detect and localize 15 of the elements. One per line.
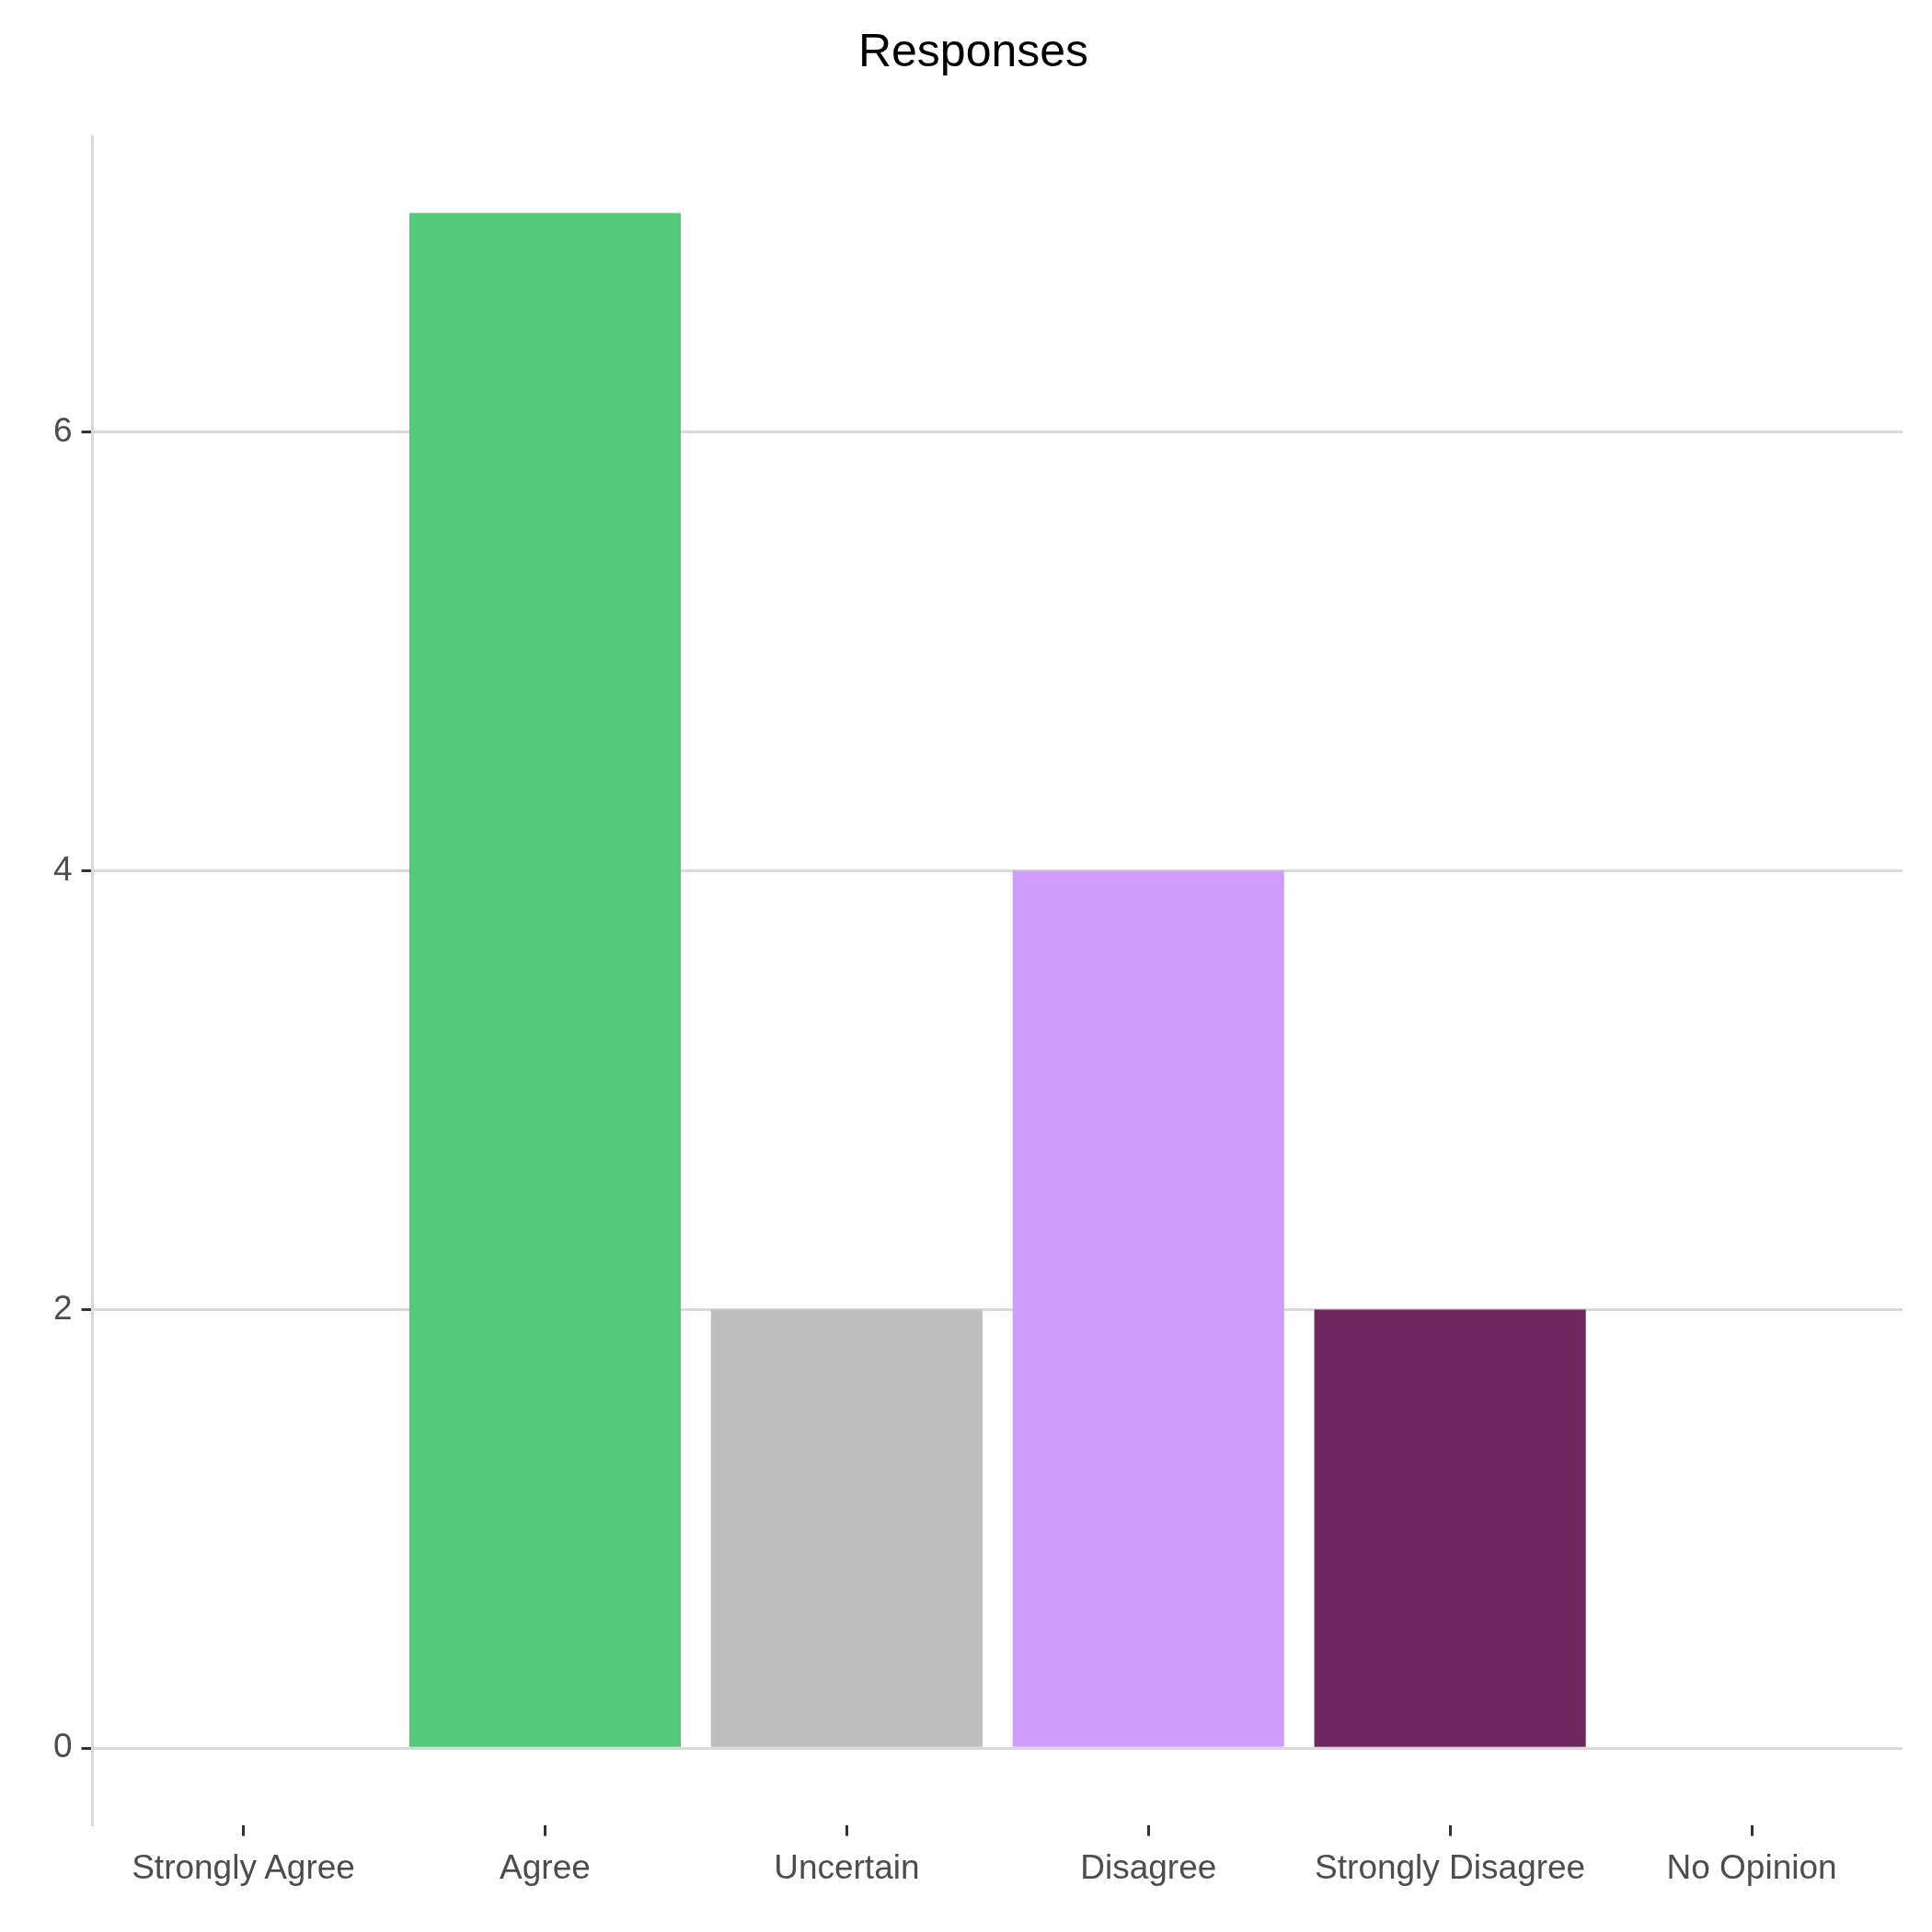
- x-tick-label: Uncertain: [774, 1848, 920, 1886]
- bar: [408, 213, 681, 1747]
- x-tick-label: Strongly Disagree: [1315, 1848, 1586, 1886]
- y-tick-label: 0: [53, 1727, 73, 1765]
- y-tick-label: 2: [53, 1288, 73, 1327]
- x-tick-label: Strongly Agree: [132, 1848, 355, 1886]
- chart-title: Responses: [857, 24, 1089, 76]
- x-tick-label: Agree: [500, 1848, 591, 1886]
- bar: [1012, 870, 1284, 1747]
- y-tick-label: 4: [53, 849, 73, 888]
- x-tick-label: Disagree: [1080, 1848, 1217, 1886]
- y-tick-label: 6: [53, 411, 73, 450]
- bar: [710, 1309, 983, 1747]
- x-tick-label: No Opinion: [1666, 1848, 1837, 1886]
- bar: [1314, 1309, 1586, 1747]
